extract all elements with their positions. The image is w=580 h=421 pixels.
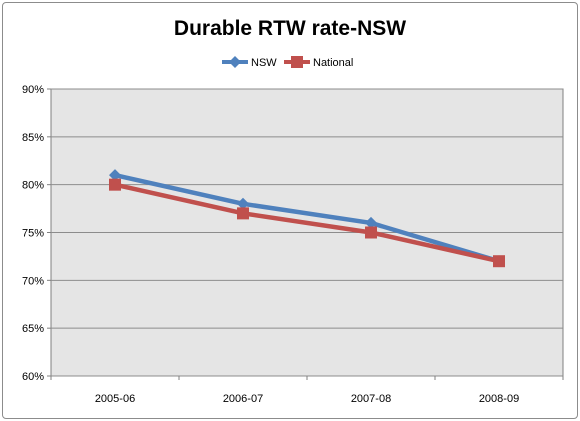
data-point — [365, 216, 377, 229]
legend-item: National — [284, 56, 353, 69]
y-tick-label: 85% — [22, 132, 44, 144]
series-national — [109, 178, 505, 268]
legend-label: National — [313, 57, 353, 69]
y-tick-label: 65% — [22, 323, 44, 335]
data-point — [365, 226, 377, 239]
legend-label: NSW — [251, 57, 277, 69]
chart-title: Durable RTW rate-NSW — [174, 17, 406, 40]
x-axis-ticks: 2005-06 2006-07 2007-08 2008-09 — [50, 376, 564, 405]
legend-marker — [229, 56, 241, 68]
series-line — [114, 182, 500, 264]
legend-item: NSW — [222, 56, 277, 69]
y-tick-label: 90% — [22, 84, 44, 96]
x-tick-label: 2008-09 — [479, 393, 519, 405]
data-point — [237, 207, 249, 220]
legend: NSW National — [222, 56, 353, 69]
data-point — [109, 169, 121, 182]
data-point — [493, 255, 505, 268]
data-point — [237, 197, 249, 210]
data-point — [109, 178, 121, 191]
y-tick-label: 75% — [22, 228, 44, 240]
y-tick-label: 70% — [22, 275, 44, 287]
series-layer — [109, 169, 505, 268]
y-tick-label: 80% — [22, 180, 44, 192]
x-tick-label: 2006-07 — [223, 393, 263, 405]
legend-marker — [291, 56, 303, 68]
y-axis-ticks: 60% 65% 70% 75% 80% 85% 90% — [22, 84, 51, 383]
y-tick-label: 60% — [22, 371, 44, 383]
series-line — [114, 172, 500, 264]
x-tick-label: 2007-08 — [351, 393, 391, 405]
x-tick-label: 2005-06 — [95, 393, 135, 405]
